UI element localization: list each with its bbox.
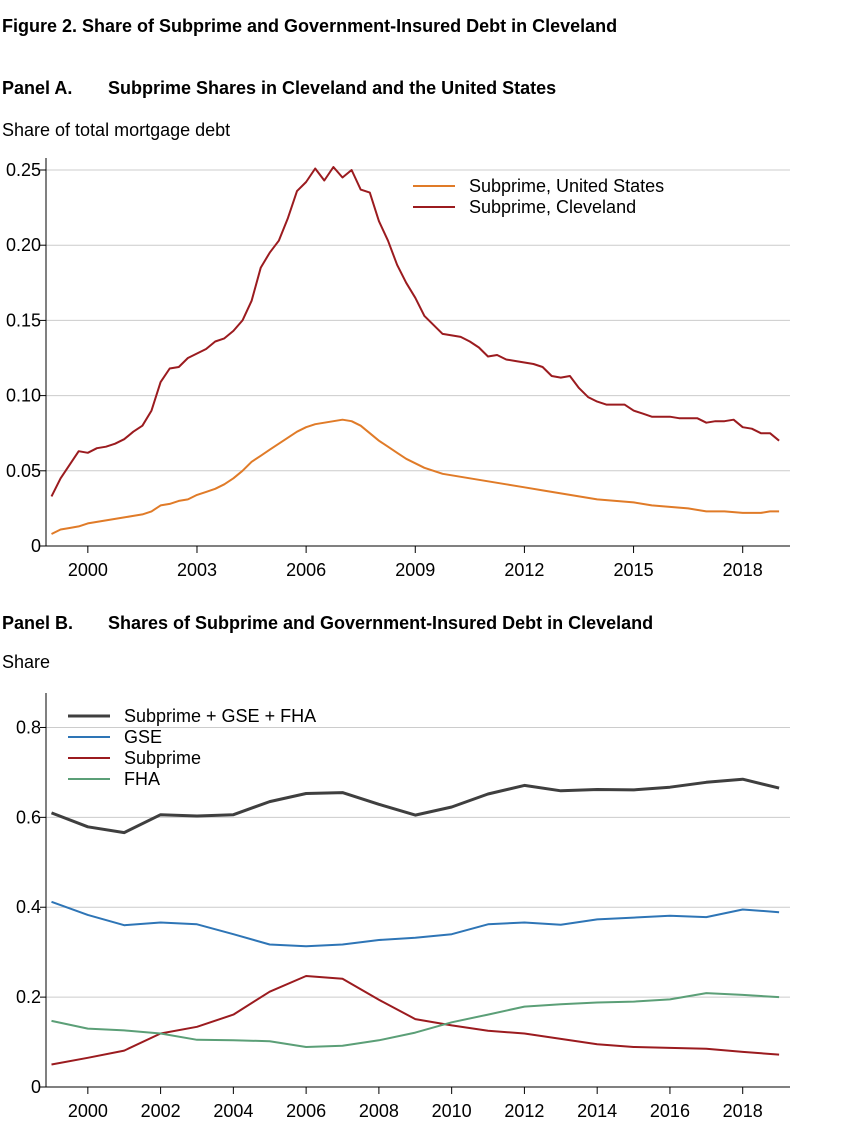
panel-b-ylabel: Share bbox=[2, 652, 51, 672]
y-tick-label: 0.10 bbox=[6, 386, 41, 406]
y-tick-label: 0.4 bbox=[16, 897, 41, 917]
x-tick-label: 2012 bbox=[504, 560, 544, 580]
series-line bbox=[50, 777, 780, 835]
y-tick-label: 0.6 bbox=[16, 807, 41, 827]
x-tick-label: 2003 bbox=[177, 560, 217, 580]
legend-label: GSE bbox=[124, 727, 162, 747]
y-tick-label: 0.25 bbox=[6, 160, 41, 180]
x-tick-label: 2002 bbox=[141, 1101, 181, 1121]
series-line bbox=[50, 166, 780, 497]
x-tick-label: 2016 bbox=[650, 1101, 690, 1121]
series-line bbox=[51, 975, 780, 1066]
legend-label: Subprime, United States bbox=[469, 176, 664, 196]
panel-b-heading: Shares of Subprime and Government-Insure… bbox=[108, 613, 654, 633]
x-tick-label: 2006 bbox=[286, 560, 326, 580]
legend-label: Subprime bbox=[124, 748, 201, 768]
series-line bbox=[51, 418, 780, 535]
legend-label: Subprime + GSE + FHA bbox=[124, 706, 316, 726]
x-tick-label: 2010 bbox=[432, 1101, 472, 1121]
x-tick-label: 2000 bbox=[68, 1101, 108, 1121]
x-tick-label: 2015 bbox=[614, 560, 654, 580]
figure-title: Figure 2. Share of Subprime and Governme… bbox=[2, 16, 618, 36]
x-tick-label: 2018 bbox=[723, 1101, 763, 1121]
x-tick-label: 2018 bbox=[723, 560, 763, 580]
panel-a-heading: Subprime Shares in Cleveland and the Uni… bbox=[108, 78, 557, 98]
panel-a-ylabel: Share of total mortgage debt bbox=[2, 120, 231, 140]
panel-b-title: Panel B. Shares of Subprime and Governmen… bbox=[2, 613, 653, 634]
panel-b-label: Panel B. bbox=[2, 613, 74, 633]
y-tick-label: 0 bbox=[31, 536, 41, 556]
y-tick-label: 0.2 bbox=[16, 987, 41, 1007]
y-tick-label: 0.05 bbox=[6, 461, 41, 481]
series-line bbox=[51, 992, 780, 1048]
x-tick-label: 2014 bbox=[577, 1101, 617, 1121]
x-tick-label: 2000 bbox=[68, 560, 108, 580]
panel-a-title: Panel A. Subprime Shares in Cleveland and… bbox=[2, 78, 556, 99]
panel-a-chart: 0 0.05 0.10 0.15 0.20 0.25 2000 2003 2006 2009 201… bbox=[6, 158, 790, 580]
panel-b-chart: 0 0.2 0.4 0.6 0.8 2000 2002 2004 2006 2008 2010 201… bbox=[16, 693, 790, 1121]
y-tick-label: 0 bbox=[31, 1077, 41, 1097]
legend-label: FHA bbox=[124, 769, 160, 789]
x-tick-label: 2004 bbox=[213, 1101, 253, 1121]
series-line bbox=[51, 900, 780, 948]
y-tick-label: 0.8 bbox=[16, 717, 41, 737]
x-tick-label: 2012 bbox=[504, 1101, 544, 1121]
x-tick-label: 2008 bbox=[359, 1101, 399, 1121]
legend-label: Subprime, Cleveland bbox=[469, 197, 636, 217]
y-tick-label: 0.15 bbox=[6, 310, 41, 330]
panel-a-label: Panel A. bbox=[2, 78, 73, 98]
x-tick-label: 2006 bbox=[286, 1101, 326, 1121]
x-tick-label: 2009 bbox=[395, 560, 435, 580]
y-tick-label: 0.20 bbox=[6, 235, 41, 255]
